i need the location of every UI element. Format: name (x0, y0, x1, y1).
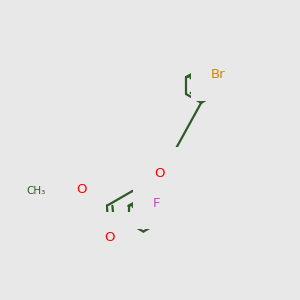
Text: Br: Br (211, 68, 226, 81)
Text: O: O (154, 167, 164, 180)
Text: O: O (104, 231, 115, 244)
Text: CH₃: CH₃ (27, 186, 46, 196)
Text: O: O (76, 183, 86, 196)
Text: F: F (153, 197, 160, 210)
